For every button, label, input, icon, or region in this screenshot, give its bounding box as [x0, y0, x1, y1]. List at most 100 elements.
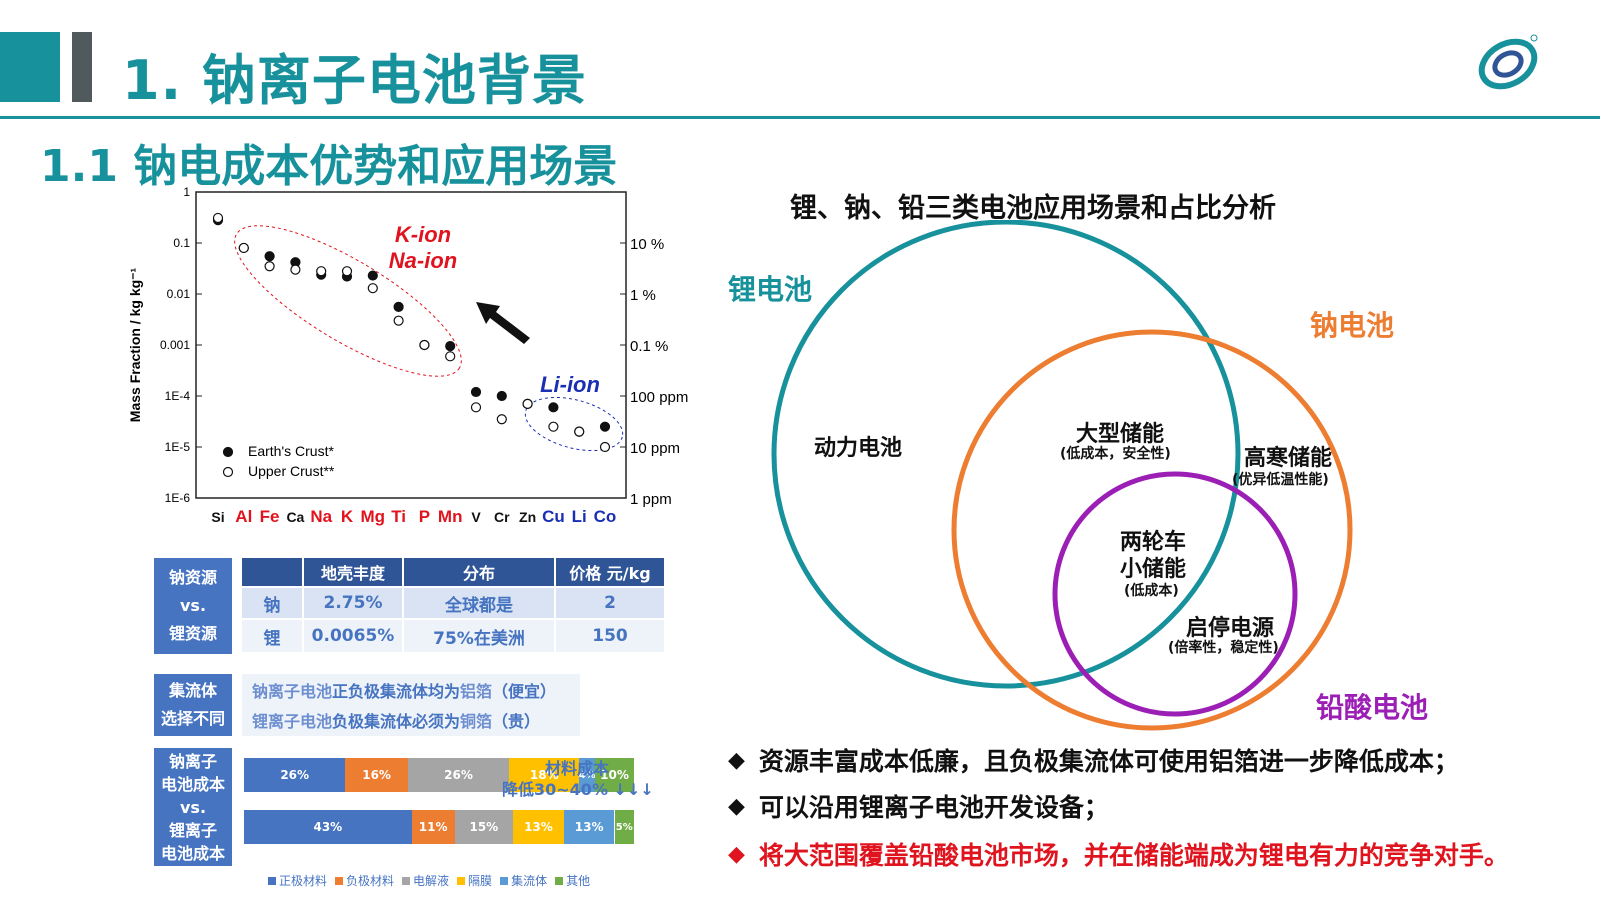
- table-cell: 0.0065%: [304, 620, 402, 652]
- company-logo-icon: [1478, 34, 1538, 90]
- upper-crust-point: [367, 283, 378, 294]
- legend-swatch: [457, 877, 466, 885]
- label-line: vs.: [179, 596, 207, 615]
- x-tick-label: Cr: [494, 509, 510, 525]
- label-line: 电池成本: [160, 774, 225, 794]
- x-tick-label: Si: [211, 509, 224, 525]
- x-tick-label: Al: [235, 507, 252, 526]
- na-battery-circle: [951, 329, 1353, 731]
- text-span: 铝箔: [460, 682, 493, 701]
- earth-crust-point: [470, 386, 482, 398]
- x-tick-label: V: [471, 509, 481, 525]
- cost-bar-segment: 15%: [454, 810, 514, 844]
- legend-swatch: [500, 877, 509, 885]
- legend-marker: [222, 466, 234, 478]
- battery-venn-diagram: [771, 220, 1353, 731]
- cost-bar-segment: 18%: [509, 758, 580, 792]
- region-cold-storage-note: (优异低温性能): [1232, 472, 1329, 488]
- upper-crust-point: [599, 441, 611, 453]
- y-tick-label: 1: [183, 185, 190, 199]
- annotation-li-ion: Li-ion: [540, 372, 600, 397]
- table-header-cell: [242, 558, 302, 586]
- table-cell: 全球都是: [404, 588, 554, 618]
- region-large-storage: 大型储能: [1076, 422, 1165, 447]
- legend-label: Earth's Crust*: [248, 443, 334, 459]
- table-header-cell: 价格 元/kg: [556, 558, 664, 586]
- x-tick-label: Zn: [519, 509, 536, 525]
- y-tick-label: 0.1: [173, 236, 190, 250]
- cost-bar-segment: 13%: [513, 810, 564, 844]
- bullet-text: 将大范围覆盖铅酸电池市场，并在储能端成为锂电有力的竞争对手。: [758, 841, 1509, 870]
- x-tick-label: Mg: [361, 507, 386, 526]
- cost-bar-segment: 26%: [244, 758, 346, 792]
- legend-item: 集流体: [500, 872, 547, 889]
- earth-crust-point: [393, 301, 404, 312]
- y-tick-label: 1E-5: [165, 440, 191, 454]
- earth-crust-point: [264, 251, 275, 262]
- text-span: 负极集流体必须为: [332, 712, 461, 731]
- y-axis-label: Mass Fraction / kg kg⁻¹: [127, 267, 143, 422]
- legend-item: 负极材料: [335, 872, 394, 889]
- text-span: （便宜）: [492, 682, 557, 701]
- y2-tick-label: 10 %: [630, 236, 664, 253]
- legend-label: Upper Crust**: [248, 463, 335, 479]
- legend-swatch: [268, 877, 276, 885]
- li-battery-circle: [771, 220, 1241, 689]
- table-cell: 锂: [242, 620, 302, 652]
- x-tick-label: Ca: [286, 509, 304, 525]
- text-span: 铜箔: [460, 712, 493, 731]
- x-tick-label: Fe: [260, 507, 280, 526]
- x-tick-label: Cu: [542, 507, 565, 526]
- region-large-storage-note: (低成本，安全性): [1060, 446, 1171, 462]
- x-tick-label: Li: [572, 507, 587, 526]
- label-line: 钠资源: [168, 568, 217, 587]
- cost-note-line1: 材料成本: [544, 759, 609, 778]
- y-tick-label: 1E-6: [165, 491, 191, 505]
- x-tick-label: P: [419, 507, 430, 526]
- text-span: 锂离子电池: [252, 712, 333, 731]
- element-abundance-chart: 1 0.1 0.01 0.001 1E-4 1E-5 1E-6 10 % 1 % 0.1 % 100…: [127, 185, 688, 526]
- y2-tick-label: 10 ppm: [630, 440, 680, 457]
- upper-crust-point: [393, 315, 404, 326]
- region-small-storage: 小储能: [1120, 557, 1187, 582]
- cost-bar-segment: 5%: [614, 810, 634, 844]
- label-line: 电池成本: [160, 843, 225, 863]
- bullet-item: ◆ 将大范围覆盖铅酸电池市场，并在储能端成为锂电有力的竞争对手。: [728, 836, 1509, 872]
- legend-marker: [222, 446, 234, 458]
- legend-swatch: [335, 877, 344, 885]
- earth-crust-point: [548, 402, 559, 413]
- cost-bar-segment: 26%: [407, 758, 510, 792]
- cost-bar-segment: 4%: [579, 758, 596, 792]
- annotation-na-ion: Na-ion: [389, 248, 457, 273]
- legend-swatch: [402, 877, 411, 885]
- table-cell: 2: [556, 588, 664, 618]
- bullet-text: 资源丰富成本低廉，且负极集流体可使用铝箔进一步降低成本；: [758, 747, 1459, 776]
- title-accent-bar-dark: [72, 32, 92, 102]
- cost-bar-segment: 16%: [345, 758, 408, 792]
- legend-item: 隔膜: [457, 872, 492, 889]
- na-k-group-ellipse: [234, 225, 462, 377]
- pb-battery-label: 铅酸电池: [1316, 691, 1429, 724]
- upper-crust-point: [470, 402, 482, 413]
- page-title: 1. 钠离子电池背景: [122, 49, 587, 112]
- y-tick-label: 1E-4: [165, 389, 191, 403]
- resource-row-label: 钠资源 vs. 锂资源: [154, 558, 232, 654]
- label-line: 钠离子: [168, 751, 217, 771]
- cost-legend: 正极材料 负极材料 电解液 隔膜 集流体 其他: [268, 872, 590, 889]
- table-cell: 75%在美洲: [404, 620, 554, 652]
- table-cell: 钠: [242, 588, 302, 618]
- upper-crust-point: [496, 414, 507, 425]
- table-cell: 2.75%: [304, 588, 402, 618]
- y-tick-label: 0.01: [167, 287, 191, 301]
- diamond-bullet-icon: ◆: [728, 841, 745, 867]
- y2-tick-label: 0.1 %: [630, 338, 668, 355]
- upper-crust-point: [316, 266, 327, 277]
- cost-note-line2: 降低30~40% ↓↓↓: [502, 780, 654, 799]
- earth-crust-point: [599, 421, 611, 432]
- legend-item: 其他: [555, 872, 590, 889]
- text-span: 正负极集流体均为: [332, 682, 461, 701]
- region-two-wheeler-note: (低成本): [1124, 583, 1179, 599]
- upper-crust-point: [522, 398, 533, 409]
- table-header-cell: 分布: [404, 558, 554, 586]
- upper-crust-point: [238, 242, 249, 254]
